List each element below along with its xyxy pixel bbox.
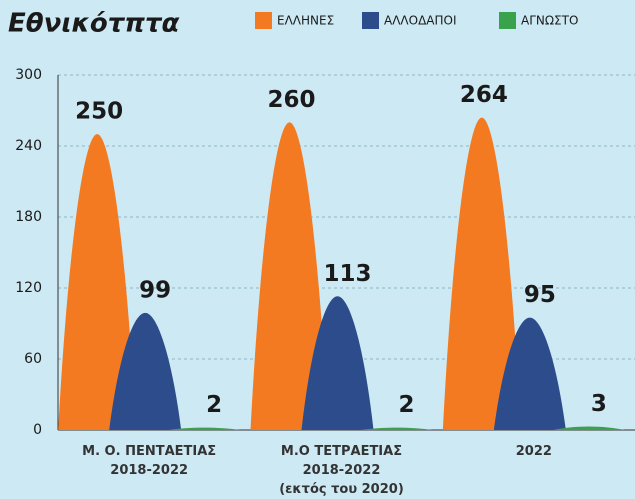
legend-label: ΑΛΛΟΔΑΠΟΙ <box>384 14 457 28</box>
x-tick-label-line: 2018-2022 <box>110 463 188 478</box>
value-label: 113 <box>323 261 371 287</box>
chart: Εθνικότπτα 0 60 120 180 240 300 ΕΛΛΗΝΕΣ ΑΛΛΟΔΑΠ… <box>0 0 635 499</box>
value-label: 95 <box>524 282 556 308</box>
value-label: 250 <box>75 99 123 125</box>
legend-swatch <box>255 12 272 29</box>
x-tick-label-line: Μ. Ο. ΠΕΝΤΑΕΤΙΑΣ <box>82 444 216 459</box>
y-tick-label: 120 <box>15 280 42 296</box>
value-label: 264 <box>460 82 508 108</box>
y-tick-label: 180 <box>15 209 42 225</box>
y-tick-label: 240 <box>15 138 42 154</box>
legend-label: ΕΛΛΗΝΕΣ <box>277 14 334 28</box>
legend-swatch <box>499 12 516 29</box>
x-tick-label-line: 2018-2022 <box>303 463 381 478</box>
y-tick-label: 60 <box>24 351 42 367</box>
x-tick-label-line: 2022 <box>516 444 552 459</box>
legend-swatch <box>362 12 379 29</box>
y-tick-label: 300 <box>15 67 42 83</box>
legend-label: ΑΓΝΩΣΤΟ <box>521 14 578 28</box>
value-label: 2 <box>206 392 222 418</box>
value-label: 260 <box>267 87 315 113</box>
value-label: 99 <box>139 277 171 303</box>
value-label: 3 <box>591 391 607 417</box>
value-label: 2 <box>398 392 414 418</box>
x-tick-label-line: Μ.Ο ΤΕΤΡΑΕΤΙΑΣ <box>281 444 402 459</box>
x-tick-label: 2022 <box>516 444 552 459</box>
chart-title: Εθνικότπτα <box>8 9 180 39</box>
y-tick-label: 0 <box>33 422 42 438</box>
x-tick-label-line: (εκτός του 2020) <box>279 482 404 497</box>
